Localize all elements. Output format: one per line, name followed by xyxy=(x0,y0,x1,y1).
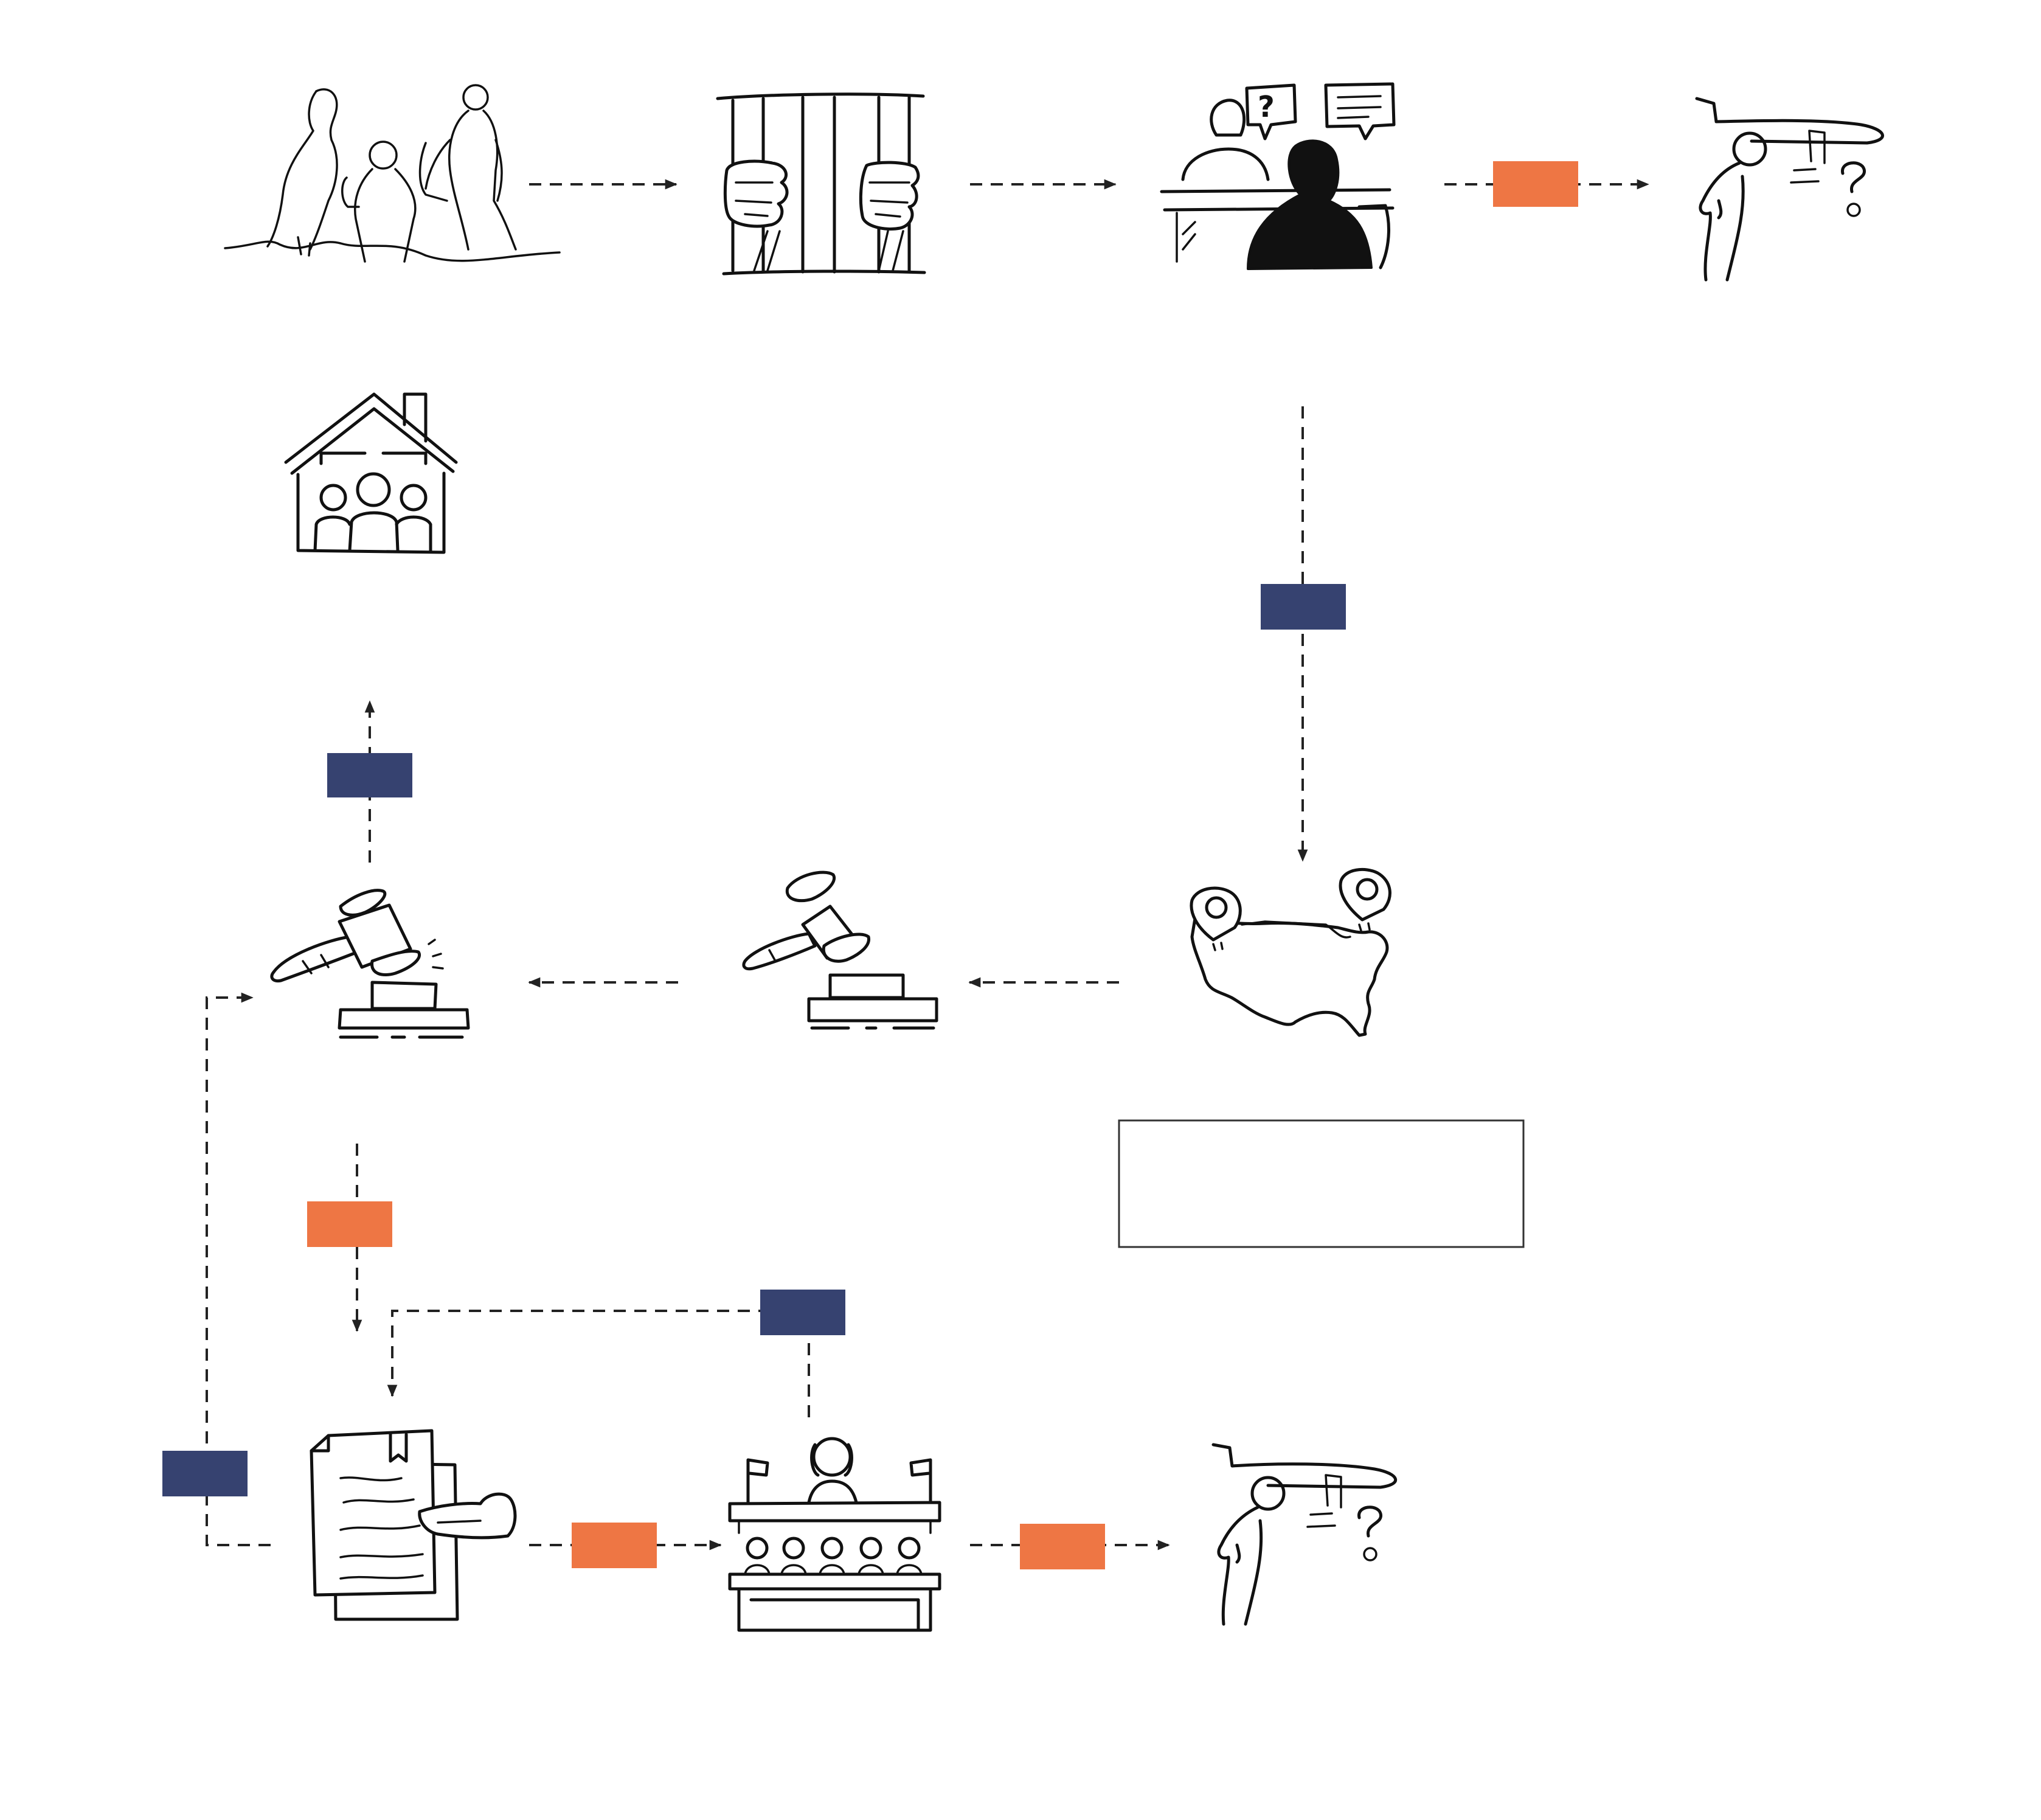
deported-person-icon xyxy=(1695,97,1884,282)
orange-label-box xyxy=(1493,161,1578,207)
family-home-icon xyxy=(284,392,458,554)
edge-label-gavel-to-document xyxy=(307,1201,392,1247)
note-box xyxy=(1118,1119,1525,1248)
edges xyxy=(206,179,1649,1551)
edge-label-court-to-document xyxy=(760,1290,845,1335)
edge-label-court-to-deport xyxy=(1020,1524,1105,1569)
navy-label-box xyxy=(162,1451,248,1496)
orange-label-box xyxy=(1020,1524,1105,1569)
document-hand-icon xyxy=(310,1429,517,1621)
edge-court-to-document xyxy=(387,1310,810,1417)
navy-label-box xyxy=(1261,584,1346,630)
orange-label-box xyxy=(572,1523,657,1568)
edge-label-interview-to-map xyxy=(1261,584,1346,630)
question-mark-glyph: ? xyxy=(1258,90,1275,124)
edge-label-boxes xyxy=(162,161,1578,1569)
jail-bars-icon xyxy=(716,92,926,276)
navy-label-box xyxy=(327,753,412,797)
interview-icon: ? xyxy=(1160,82,1396,270)
people-walking-icon xyxy=(224,84,561,263)
navy-label-box xyxy=(760,1290,845,1335)
gavel-icon xyxy=(742,870,938,1030)
edge-label-gavel-to-home xyxy=(327,753,412,797)
gavel-raised-icon xyxy=(270,889,470,1039)
edge-label-document-to-court xyxy=(572,1523,657,1568)
note-box-frame xyxy=(1118,1119,1525,1248)
courtroom-judge-icon xyxy=(728,1437,941,1632)
us-map-pins-icon xyxy=(1190,867,1391,1037)
edge-label-interview-to-deport xyxy=(1493,161,1578,207)
edge-document-loop-back xyxy=(206,992,271,1546)
edge-label-document-loop-back xyxy=(162,1451,248,1496)
deported-person-icon xyxy=(1211,1443,1397,1626)
orange-label-box xyxy=(307,1201,392,1247)
